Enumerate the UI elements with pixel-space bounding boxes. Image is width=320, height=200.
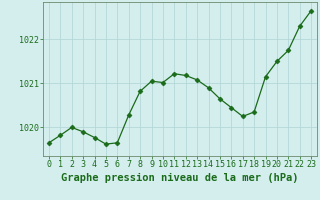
- X-axis label: Graphe pression niveau de la mer (hPa): Graphe pression niveau de la mer (hPa): [61, 173, 299, 183]
